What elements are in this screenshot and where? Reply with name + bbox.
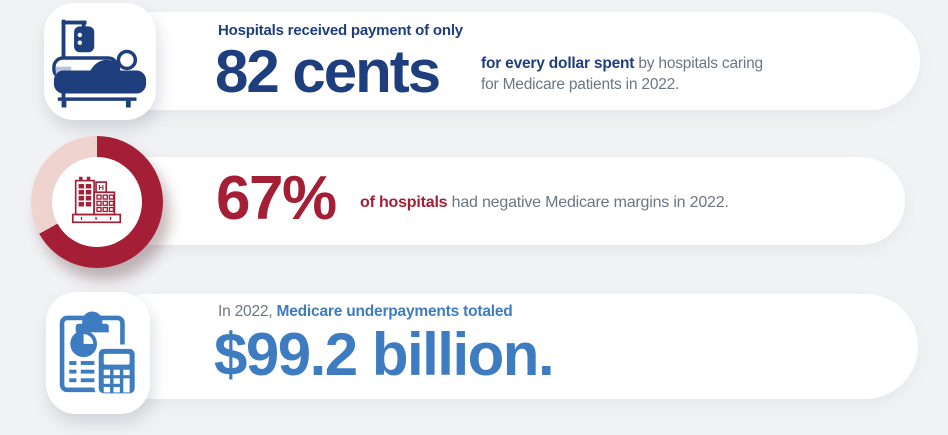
margins-detail-bold: of hospitals: [360, 194, 448, 211]
payment-intro-text: Hospitals received payment of only: [218, 22, 463, 39]
margins-stat-card: [100, 157, 905, 245]
payment-detail-text: for every dollar spent by hospitals cari…: [481, 53, 763, 95]
payment-detail-bold: for every dollar spent: [481, 55, 635, 72]
margins-detail-text: of hospitals had negative Medicare margi…: [360, 194, 729, 212]
underpayments-stat-value: $99.2 billion.: [214, 321, 555, 388]
margins-stat-value: 67%: [216, 164, 337, 233]
underpayments-intro-text: In 2022, Medicare underpayments totaled: [218, 303, 513, 321]
underpayments-stat-card: [95, 294, 918, 399]
hospital-sign-letter: H: [98, 182, 104, 191]
clipboard-calculator-icon: [52, 303, 144, 404]
payment-stat-value: 82 cents: [215, 38, 441, 105]
underpayments-intro-bold: Medicare underpayments totaled: [276, 303, 513, 320]
margins-detail-rest: had negative Medicare margins in 2022.: [447, 194, 729, 211]
underpayments-intro-gray: In 2022,: [218, 303, 277, 320]
payment-stat-card: [92, 12, 920, 110]
hospital-building-icon: H: [66, 169, 128, 236]
hospital-bed-tile: [44, 3, 156, 120]
payment-detail-line2: for Medicare patients in 2022.: [481, 76, 680, 93]
hospital-bed-icon: [52, 10, 148, 113]
medicare-margin-donut: H: [31, 136, 163, 268]
donut-hole: H: [52, 157, 142, 247]
clipboard-calculator-tile: [46, 292, 150, 414]
payment-detail-rest: by hospitals caring: [634, 55, 763, 72]
